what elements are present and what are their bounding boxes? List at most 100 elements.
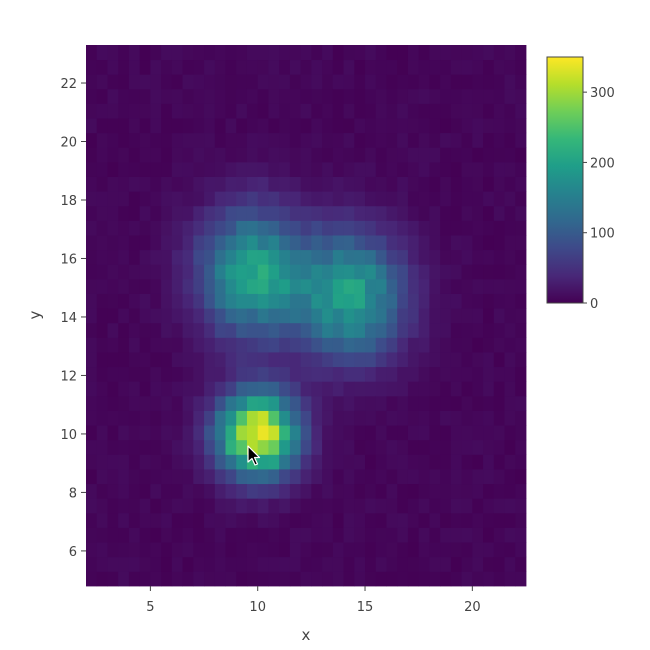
heatmap-cell bbox=[343, 454, 355, 470]
heatmap-cell bbox=[150, 571, 162, 587]
heatmap-cell bbox=[214, 527, 226, 543]
heatmap-cell bbox=[343, 556, 355, 572]
heatmap-cell bbox=[118, 454, 130, 470]
heatmap-cell bbox=[289, 118, 302, 134]
heatmap-cell bbox=[450, 352, 463, 368]
heatmap-cell bbox=[214, 556, 226, 572]
heatmap-cell bbox=[386, 425, 398, 441]
heatmap-cell bbox=[139, 483, 151, 499]
heatmap-cell bbox=[257, 103, 269, 119]
heatmap-cell bbox=[375, 308, 387, 324]
heatmap-cell bbox=[107, 483, 119, 499]
heatmap-cell bbox=[375, 425, 387, 441]
heatmap-cell bbox=[246, 381, 259, 397]
heatmap-cell bbox=[450, 366, 463, 382]
heatmap-cell bbox=[472, 176, 484, 192]
heatmap-cell bbox=[107, 352, 119, 368]
heatmap-cell bbox=[96, 527, 108, 543]
heatmap-cell bbox=[418, 103, 430, 119]
heatmap-cell bbox=[161, 425, 173, 441]
heatmap-cell bbox=[182, 220, 194, 236]
heatmap-cell bbox=[204, 103, 216, 119]
heatmap-cell bbox=[322, 366, 334, 382]
heatmap-cell bbox=[139, 103, 151, 119]
heatmap-cell bbox=[214, 395, 226, 411]
heatmap-cell bbox=[193, 205, 205, 221]
heatmap-cell bbox=[204, 322, 216, 338]
heatmap-cell bbox=[268, 264, 280, 280]
heatmap-cell bbox=[150, 176, 162, 192]
heatmap-cell bbox=[246, 571, 259, 587]
heatmap-cell bbox=[450, 337, 463, 353]
heatmap-cell bbox=[440, 205, 452, 221]
heatmap-cell bbox=[139, 542, 151, 558]
heatmap-cell bbox=[311, 161, 323, 177]
heatmap-cell bbox=[118, 469, 130, 485]
heatmap-cell bbox=[429, 249, 441, 265]
heatmap-cell bbox=[343, 571, 355, 587]
heatmap-cell bbox=[483, 161, 495, 177]
heatmap-cell bbox=[246, 235, 259, 251]
heatmap-cell bbox=[268, 176, 280, 192]
heatmap-cell bbox=[128, 542, 141, 558]
heatmap-cell bbox=[407, 425, 420, 441]
heatmap-cell bbox=[289, 425, 302, 441]
heatmap-cell bbox=[96, 512, 108, 528]
heatmap-cell bbox=[214, 410, 226, 426]
plot-area[interactable] bbox=[86, 45, 527, 587]
heatmap-cell bbox=[171, 293, 183, 309]
heatmap-cell bbox=[150, 425, 162, 441]
heatmap-cell bbox=[354, 439, 366, 455]
heatmap-cell bbox=[246, 425, 259, 441]
heatmap-cell bbox=[386, 264, 398, 280]
heatmap-cell bbox=[365, 118, 377, 134]
x-tick-label: 20 bbox=[464, 600, 481, 615]
heatmap-cell bbox=[440, 220, 452, 236]
heatmap-cell bbox=[332, 88, 344, 104]
heatmap-cell bbox=[214, 161, 226, 177]
heatmap-cell bbox=[375, 59, 387, 75]
heatmap-cell bbox=[375, 381, 387, 397]
heatmap-cell bbox=[397, 308, 409, 324]
heatmap-cell bbox=[193, 498, 205, 514]
heatmap-cell bbox=[515, 176, 527, 192]
x-axis-title: x bbox=[302, 626, 311, 644]
heatmap-cell bbox=[182, 45, 194, 61]
heatmap-cell bbox=[429, 571, 441, 587]
heatmap-cell bbox=[397, 147, 409, 163]
heatmap-cell bbox=[150, 293, 162, 309]
heatmap-cell bbox=[493, 571, 505, 587]
heatmap-cell bbox=[386, 512, 398, 528]
heatmap-cell bbox=[193, 439, 205, 455]
heatmap-cell bbox=[311, 454, 323, 470]
heatmap-cell bbox=[300, 381, 312, 397]
heatmap-cell bbox=[214, 118, 226, 134]
heatmap-cell bbox=[332, 220, 344, 236]
heatmap-cell bbox=[193, 293, 205, 309]
heatmap-cell bbox=[161, 264, 173, 280]
heatmap-cell bbox=[461, 337, 473, 353]
heatmap-cell bbox=[504, 542, 516, 558]
heatmap-cell bbox=[429, 527, 441, 543]
heatmap-cell bbox=[483, 220, 495, 236]
heatmap-cell bbox=[397, 512, 409, 528]
heatmap-cell bbox=[289, 147, 302, 163]
heatmap-cell bbox=[246, 205, 259, 221]
heatmap-cell bbox=[193, 161, 205, 177]
heatmap-cell bbox=[300, 352, 312, 368]
heatmap-cell bbox=[504, 161, 516, 177]
heatmap-cell bbox=[161, 220, 173, 236]
heatmap-cell bbox=[407, 264, 420, 280]
heatmap-cell bbox=[246, 527, 259, 543]
heatmap-cell bbox=[332, 308, 344, 324]
y-tick-label: 16 bbox=[60, 252, 77, 267]
heatmap-cell bbox=[461, 191, 473, 207]
heatmap-cell bbox=[365, 337, 377, 353]
heatmap-cell bbox=[354, 88, 366, 104]
heatmap-cell bbox=[418, 59, 430, 75]
heatmap-cell bbox=[214, 293, 226, 309]
heatmap-cell bbox=[407, 410, 420, 426]
heatmap-cell bbox=[193, 395, 205, 411]
heatmap-cell bbox=[504, 118, 516, 134]
